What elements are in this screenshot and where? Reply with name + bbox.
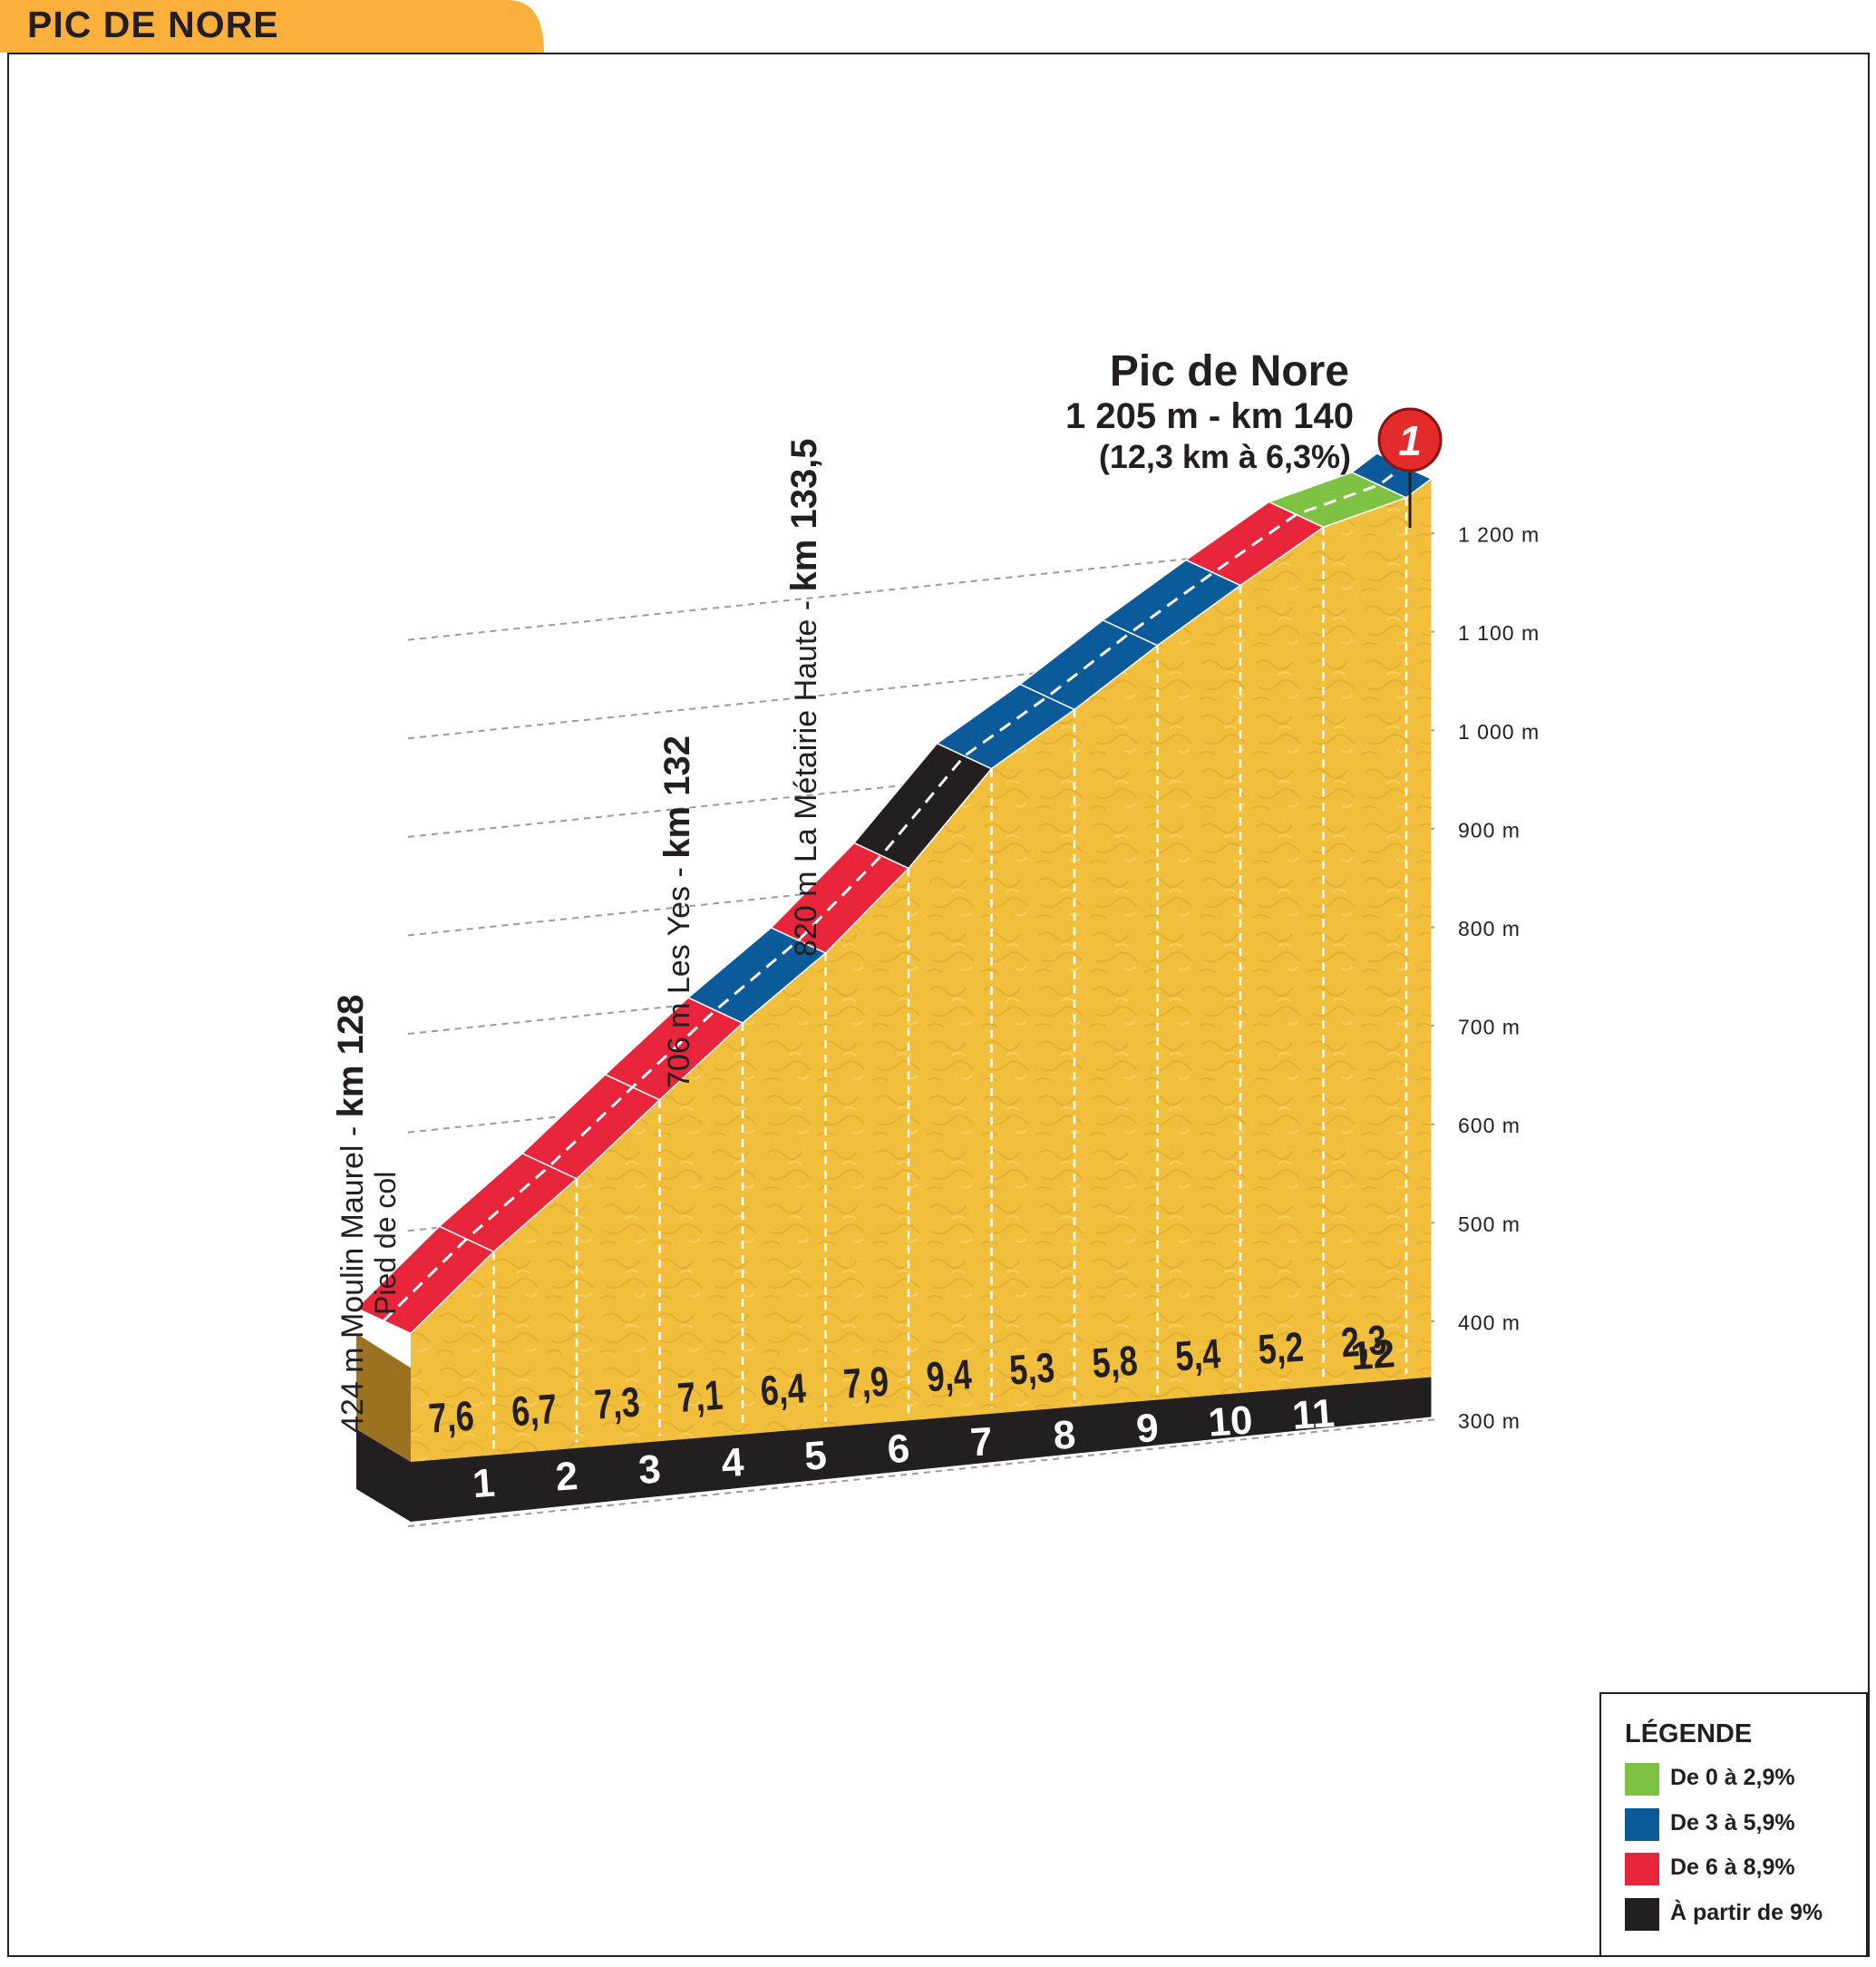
gradient-value-label: 2,3 <box>1339 1317 1387 1367</box>
base-band <box>356 1377 1432 1522</box>
legend: LÉGENDE De 0 à 2,9% De 3 à 5,9% De 6 à 8… <box>1599 1692 1868 1957</box>
waypoint-label: 706 m Les Yes - km 132 <box>657 735 697 1088</box>
legend-swatch-green <box>1625 1763 1659 1796</box>
gridline <box>407 1418 1438 1528</box>
km-tick-label: 7 <box>969 1419 995 1466</box>
y-tick-label: 400 m <box>1458 1310 1521 1334</box>
legend-label: De 3 à 5,9% <box>1670 1810 1795 1836</box>
km-lines <box>492 497 1408 1450</box>
waypoint-km: km 132 <box>657 735 697 859</box>
summit-altitude-km: 1 205 m - km 140 <box>1065 396 1354 436</box>
y-tick-label: 1 000 m <box>1458 720 1540 744</box>
page-title: PIC DE NORE <box>27 4 279 45</box>
legend-title: LÉGENDE <box>1625 1719 1753 1748</box>
legend-swatch-black <box>1625 1898 1659 1931</box>
km-tick-label: 4 <box>720 1440 745 1486</box>
gradient-value-label: 6,4 <box>759 1365 807 1415</box>
gradient-ribbon <box>355 453 1433 1335</box>
km-tick-label: 12 <box>1349 1331 1396 1378</box>
title-tab-shape <box>0 0 544 53</box>
km-tick-label: 6 <box>886 1427 911 1473</box>
gradient-value-label: 7,6 <box>427 1392 475 1442</box>
km-tick-label: 11 <box>1291 1391 1337 1438</box>
gradient-value-label: 9,4 <box>925 1351 973 1401</box>
km-tick-label: 9 <box>1135 1406 1161 1452</box>
km-tick-label: 8 <box>1052 1412 1077 1458</box>
waypoint-sub-label: Pied de col <box>369 1172 402 1315</box>
summit-name: Pic de Nore <box>1110 347 1349 395</box>
km-tick-label: 5 <box>803 1433 829 1479</box>
km-tick-label: 10 <box>1207 1397 1254 1445</box>
gradient-value-label: 5,4 <box>1173 1330 1221 1380</box>
y-tick-label: 700 m <box>1458 1016 1521 1039</box>
y-tick-label: 500 m <box>1458 1212 1521 1236</box>
profile-side-face <box>356 1333 411 1462</box>
y-tick-label: 800 m <box>1458 917 1521 940</box>
legend-swatch-red <box>1625 1853 1659 1885</box>
title-tab <box>0 0 544 53</box>
terrain-fill <box>411 479 1432 1462</box>
waypoint-name: 424 m Moulin Maurel - <box>335 1117 370 1433</box>
gradient-value-label: 5,2 <box>1257 1323 1305 1373</box>
gradient-value-label: 7,9 <box>841 1358 889 1407</box>
legend-label: De 6 à 8,9% <box>1670 1855 1795 1880</box>
y-tick-label: 900 m <box>1458 818 1521 842</box>
waypoint-km: km 133,5 <box>784 438 824 591</box>
y-tick-label: 300 m <box>1458 1409 1521 1433</box>
gradient-value-label: 5,8 <box>1091 1338 1139 1388</box>
gradient-value-label: 6,7 <box>510 1386 558 1436</box>
gradient-value-label: 7,3 <box>593 1378 641 1428</box>
y-tick-label: 600 m <box>1458 1114 1521 1137</box>
chart-frame <box>7 53 1870 1957</box>
terrain-layer <box>356 479 1432 1462</box>
y-tick-label: 1 200 m <box>1458 523 1540 547</box>
waypoint-name: 706 m Les Yes - <box>662 859 696 1088</box>
legend-label: De 0 à 2,9% <box>1670 1765 1795 1790</box>
km-tick-label: 3 <box>637 1446 663 1493</box>
legend-label: À partir de 9% <box>1670 1900 1823 1925</box>
y-tick-label: 1 100 m <box>1458 621 1540 645</box>
gradient-value-label: 5,3 <box>1007 1344 1055 1394</box>
base-block <box>356 1377 1432 1522</box>
legend-swatch-blue <box>1625 1808 1659 1841</box>
chart-labels: 300 m 400 m 500 m 600 m 700 m 800 m 900 m 1 000… <box>331 438 1540 1507</box>
waypoint-label: 820 m La Métairie Haute - km 133,5 <box>784 438 824 957</box>
waypoint-label: 424 m Moulin Maurel - km 128 <box>331 995 371 1433</box>
waypoint-km: km 128 <box>331 995 371 1118</box>
km-tick-label: 2 <box>554 1454 579 1500</box>
summit-pin-icon <box>1377 407 1443 472</box>
summit-pin-label: 1 <box>1398 417 1422 464</box>
waypoint-name: 820 m La Métairie Haute - <box>789 591 823 957</box>
gradient-value-label: 7,1 <box>676 1372 724 1422</box>
km-tick-label: 1 <box>471 1461 497 1507</box>
summit-climb-stats: (12,3 km à 6,3%) <box>1099 438 1351 475</box>
